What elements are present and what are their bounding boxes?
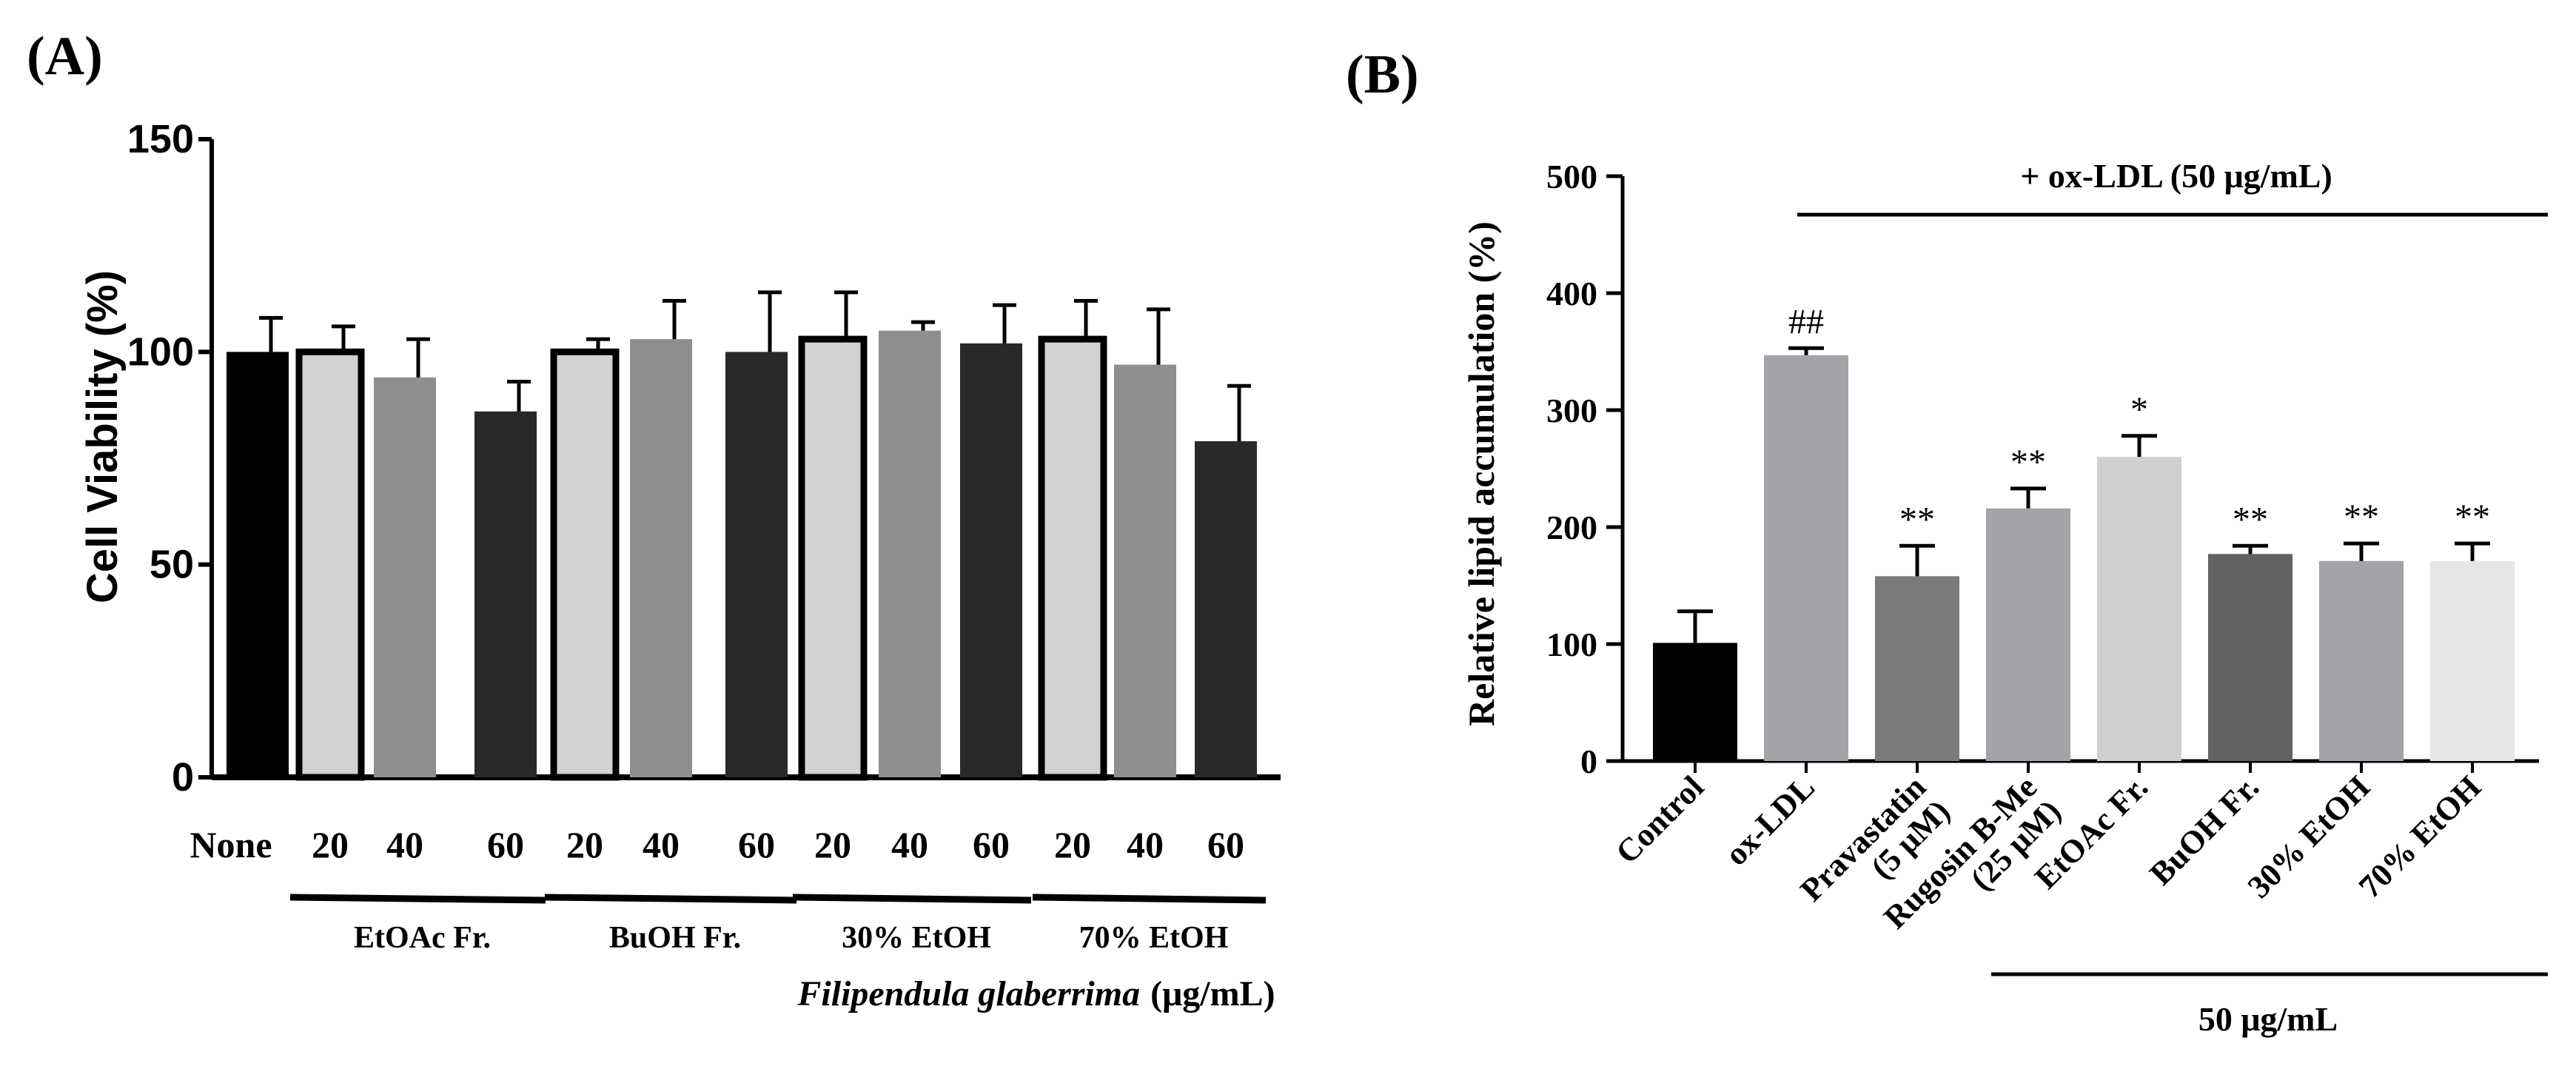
panel-b-y-axis-label: Relative lipid accumulation (%) [1460, 221, 1502, 726]
panel-b-x-tick-label-line1: Control [1609, 768, 1711, 871]
panel-a-y-tick-label: 0 [172, 755, 194, 800]
panel-a-x-tick-label-6: 60 [738, 824, 775, 865]
panel-a-x-tick-label-3: 60 [487, 824, 524, 865]
panel-b-y-tick-label: 400 [1546, 275, 1597, 312]
panel-b-bar-4 [2097, 457, 2181, 761]
panel-b-x-tick-label-line1: ox-LDL [1718, 768, 1822, 872]
panel-a-group-line-0 [289, 894, 546, 904]
panel-b-significance-4: * [2130, 390, 2148, 429]
panel-b-bars: ##******* ** ** [1653, 302, 2515, 773]
panel-a-group-label-3: 70% EtOH [1079, 921, 1229, 955]
panel-a-y-tick-label: 100 [127, 329, 194, 374]
panel-a-x-tick-label-7: 20 [814, 824, 851, 865]
panel-b-y-tick-label: 500 [1546, 158, 1597, 195]
panel-a-group-label-0: EtOAc Fr. [354, 921, 491, 955]
panel-a-x-tick-label-12: 60 [1207, 824, 1244, 865]
panel-b-significance-3: ** [2010, 443, 2046, 482]
panel-a-y-tick-label: 150 [127, 117, 194, 161]
panel-a-y-tick-label: 50 [150, 543, 194, 587]
panel-a-bar-2 [374, 377, 436, 777]
panel-b-bar-1 [1764, 355, 1848, 761]
panel-a-x-tick-label-4: 20 [566, 824, 603, 865]
panel-b-significance-5: ** [2233, 500, 2268, 539]
panel-a-x-axis-unit: (μg/mL) [1150, 974, 1275, 1013]
panel-b-bar-5 [2208, 554, 2292, 761]
panel-b-significance-1: ## [1788, 302, 1824, 341]
panel-b-significance-2: ** [1899, 500, 1935, 539]
panel-a-x-tick-label-9: 60 [973, 824, 1010, 865]
panel-a-group-line-3 [1032, 894, 1267, 904]
panel-a-bar-9 [960, 343, 1022, 778]
panel-b-bar-6 [2319, 560, 2404, 761]
panel-b-bar-3 [1986, 508, 2070, 761]
panel-a-bar-3 [474, 411, 537, 777]
panel-a-group-label-2: 30% EtOH [842, 921, 991, 955]
panel-a-bar-6 [725, 352, 788, 777]
panel-a-bar-0 [227, 352, 289, 777]
panel-b-bar-0 [1653, 643, 1737, 761]
panel-b-x-tick-label-1: ox-LDL [1718, 768, 1822, 872]
panel-a-x-tick-label-11: 40 [1127, 824, 1164, 865]
panel-a-x-tick-label-10: 20 [1054, 824, 1091, 865]
panel-b-y-tick-label: 100 [1546, 626, 1597, 663]
panel-b-significance-7: ** [2455, 497, 2490, 537]
panel-a-x-tick-label-8: 40 [891, 824, 928, 865]
panel-a-bar-1 [295, 348, 365, 781]
panel-b-x-tick-label-line1: 70% EtOH [2352, 768, 2488, 905]
panel-b-significance-6: ** [2344, 497, 2379, 537]
panel-a-bar-4 [550, 348, 620, 781]
panel-a-x-axis-label: Filipendula glaberrima (μg/mL) [796, 974, 1275, 1013]
panel-a: (A) Cell Viability (%) 0 50 100 150 None 20 4… [27, 26, 1281, 1013]
panel-b-bottom-bracket-label: 50 μg/mL [2198, 1000, 2338, 1038]
panel-a-bars [227, 290, 1257, 781]
panel-a-label: (A) [27, 26, 103, 87]
panel-b-y-tick-label: 300 [1546, 392, 1597, 429]
panel-a-bar-10 [1038, 335, 1107, 781]
panel-a-group-line-2 [792, 894, 1032, 904]
panel-a-y-axis-label: Cell Viability (%) [78, 270, 127, 603]
panel-a-group-line-1 [544, 894, 797, 904]
panel-a-x-tick-label-2: 40 [386, 824, 423, 865]
panel-a-bar-12 [1195, 441, 1257, 777]
panel-a-bar-7 [798, 335, 868, 781]
panel-b-bar-7 [2430, 560, 2515, 761]
panel-a-x-axis-italic: Filipendula glaberrima [796, 974, 1140, 1013]
panel-b-top-bracket-label: + ox-LDL (50 μg/mL) [2020, 157, 2332, 195]
panel-a-x-tick-label-1: 20 [312, 824, 349, 865]
panel-b-bar-2 [1875, 576, 1959, 761]
panel-a-group-label-1: BuOH Fr. [609, 921, 741, 955]
panel-b-x-tick-label-0: Control [1609, 768, 1711, 871]
panel-b-y-tick-label: 0 [1580, 743, 1597, 780]
panel-b-y-tick-label: 200 [1546, 509, 1597, 546]
panel-a-x-tick-label-5: 40 [643, 824, 680, 865]
panel-b-label: (B) [1346, 44, 1419, 105]
panel-a-bar-8 [879, 330, 941, 778]
panel-a-x-tick-label-0: None [189, 824, 272, 865]
panel-b-x-tick-label-7: 70% EtOH [2352, 768, 2488, 905]
panel-b: (B) Relative lipid accumulation (%) 0 100… [1346, 44, 2548, 1038]
panel-a-x-tick-labels: None 20 40 60 20 40 60 20 40 60 20 40 60 [189, 824, 1244, 865]
panel-a-bar-11 [1114, 364, 1176, 777]
panel-a-bar-5 [630, 339, 692, 777]
panel-a-group-brackets: EtOAc Fr. BuOH Fr. 30% EtOH 70% EtOH [289, 894, 1267, 955]
